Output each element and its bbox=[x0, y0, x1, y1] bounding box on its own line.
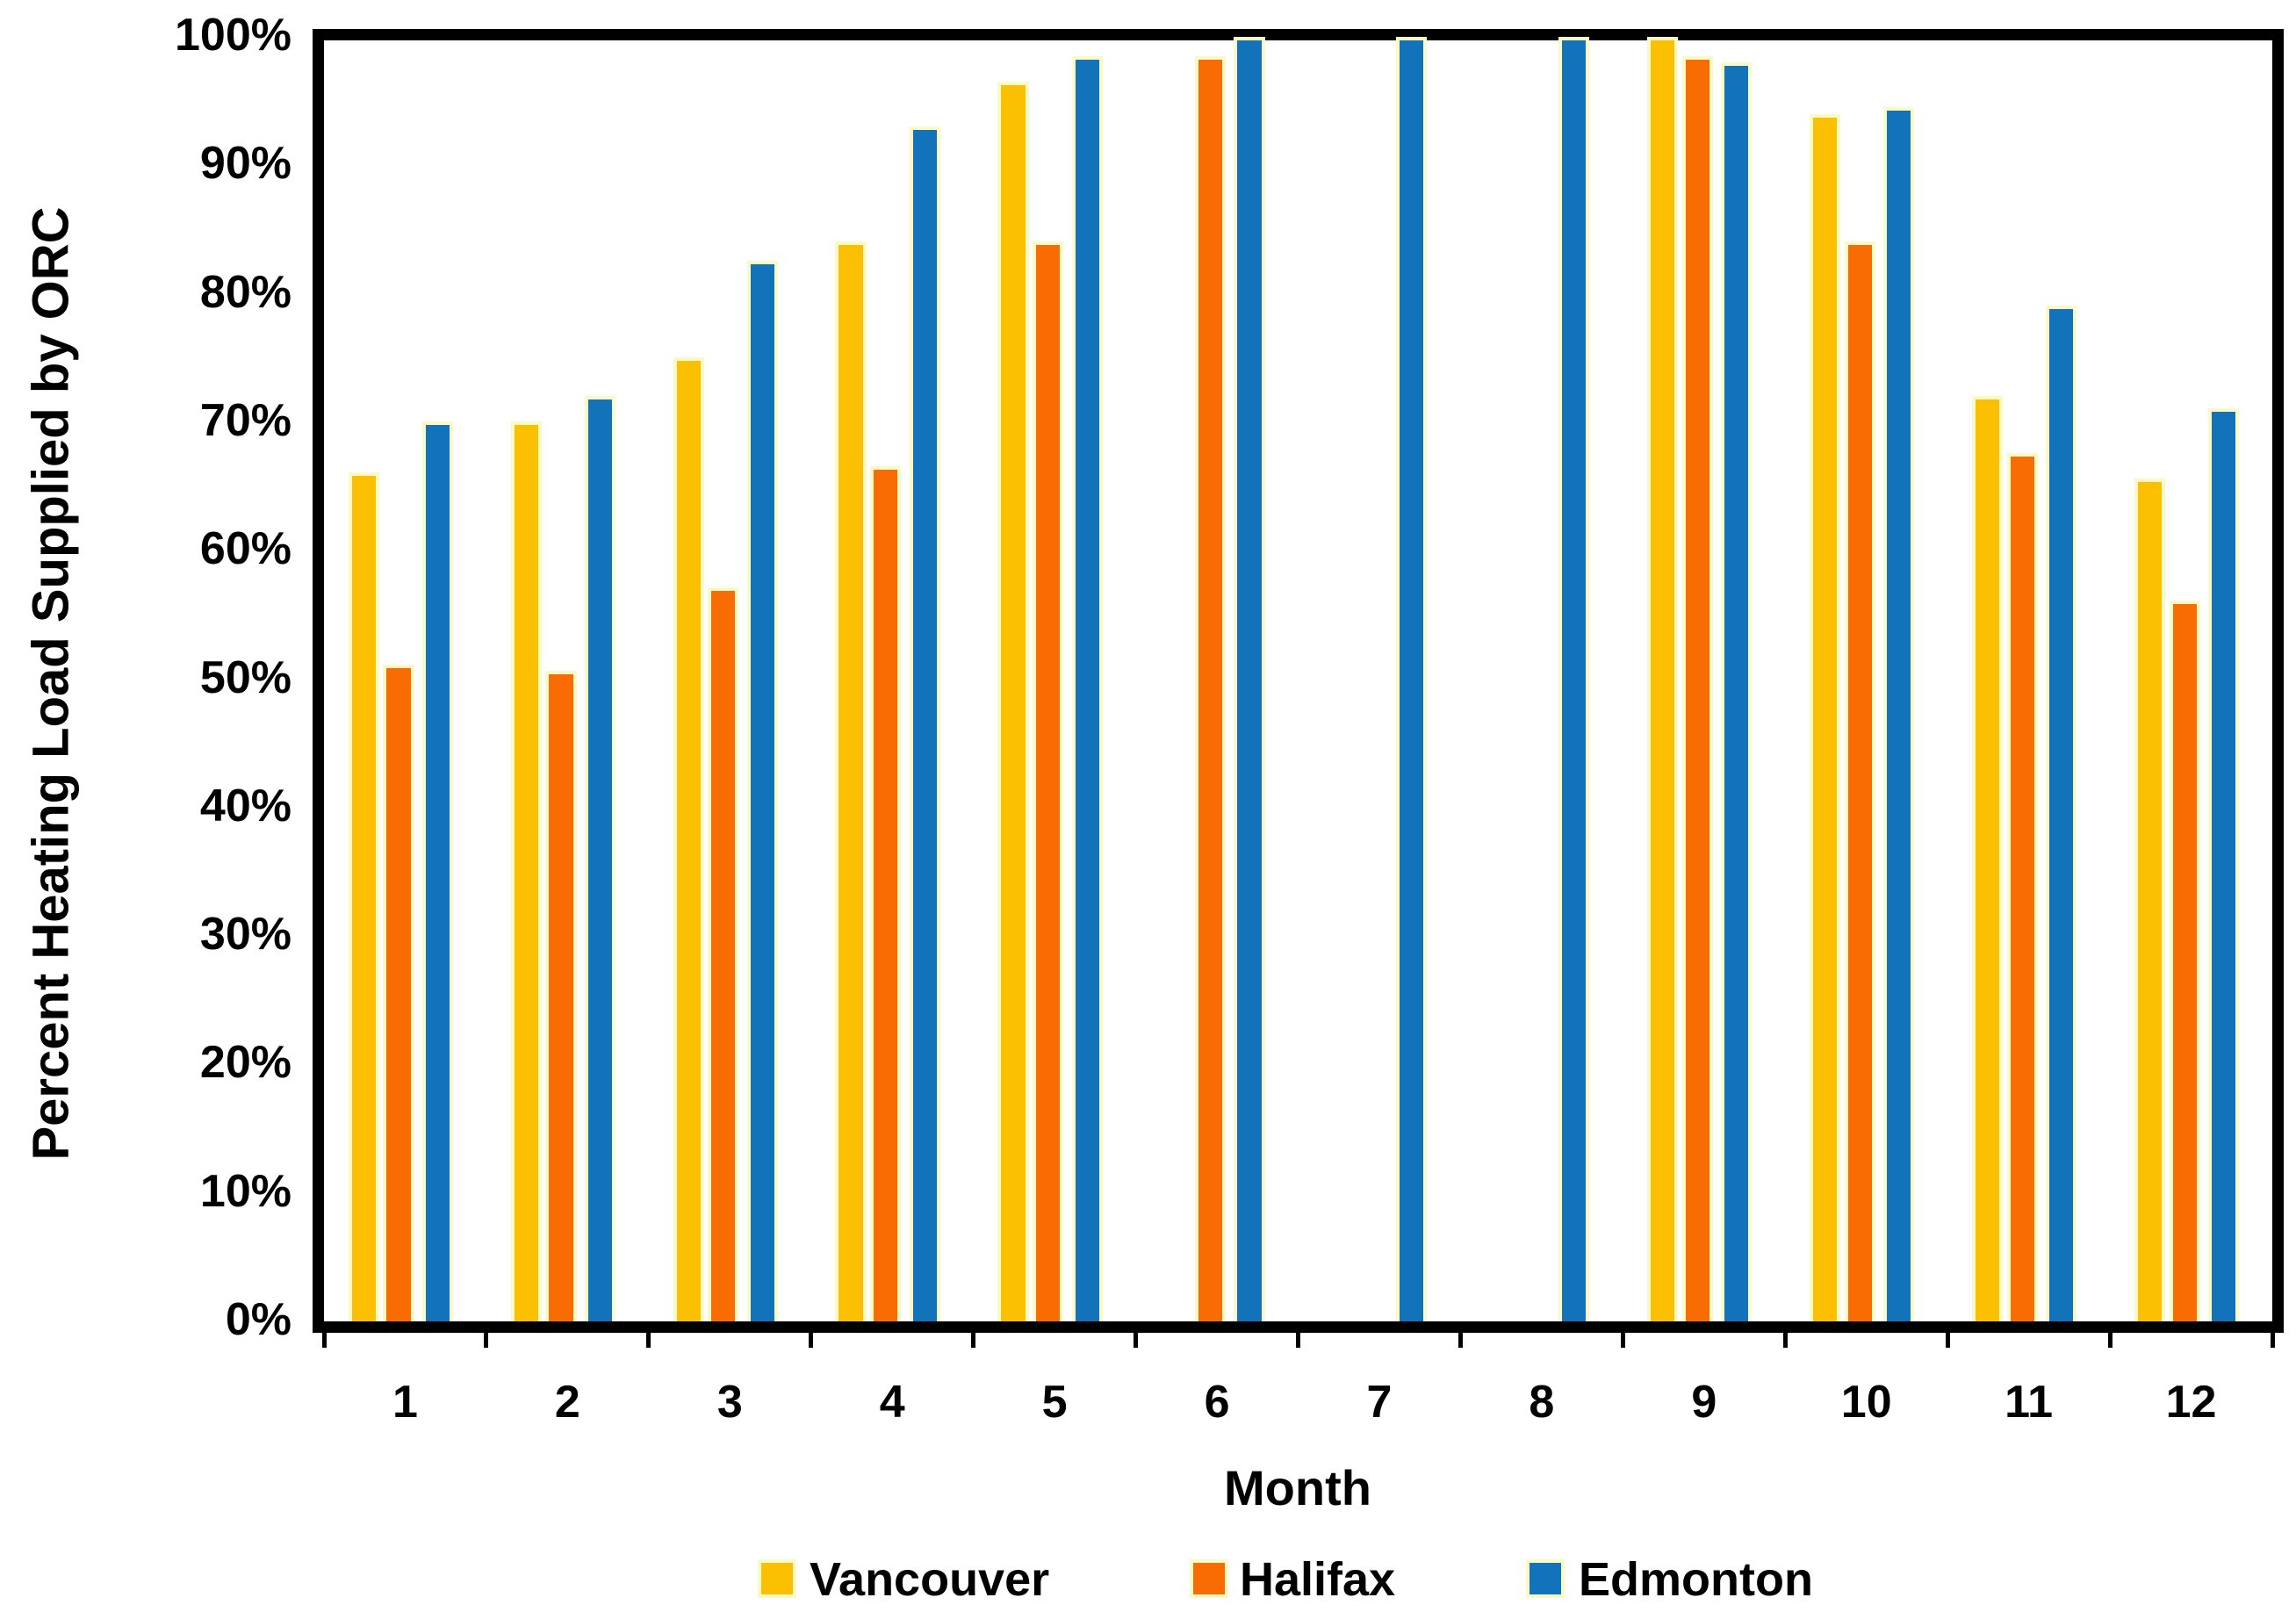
bar-vancouver-month-12 bbox=[2134, 479, 2165, 1321]
legend-swatch-vancouver bbox=[758, 1559, 796, 1598]
y-tick-label: 90% bbox=[199, 138, 291, 190]
bar-edmonton-month-6 bbox=[1234, 37, 1265, 1321]
bar-edmonton-month-3 bbox=[746, 261, 778, 1321]
bar-edmonton-month-8 bbox=[1558, 37, 1590, 1321]
bar-halifax-month-11 bbox=[2006, 453, 2038, 1321]
bar-edmonton-month-7 bbox=[1396, 37, 1428, 1321]
bar-halifax-month-4 bbox=[870, 465, 902, 1321]
bar-halifax-month-12 bbox=[2169, 600, 2200, 1321]
x-tick-label: 1 bbox=[392, 1377, 418, 1428]
bar-edmonton-month-11 bbox=[2046, 306, 2077, 1321]
x-axis-tick bbox=[1134, 1333, 1139, 1348]
x-axis-tick bbox=[484, 1333, 489, 1348]
bar-edmonton-month-2 bbox=[584, 395, 615, 1321]
bar-vancouver-month-3 bbox=[673, 356, 704, 1321]
plot-inner bbox=[324, 37, 2272, 1321]
bar-halifax-month-1 bbox=[383, 664, 414, 1321]
x-tick-label: 9 bbox=[1691, 1377, 1717, 1428]
legend-label-halifax: Halifax bbox=[1240, 1553, 1396, 1606]
bar-vancouver-month-9 bbox=[1647, 37, 1679, 1321]
x-axis-tick bbox=[646, 1333, 651, 1348]
x-tick-label: 12 bbox=[2165, 1377, 2217, 1428]
x-tick-label: 8 bbox=[1529, 1377, 1555, 1428]
x-axis-tick bbox=[1457, 1333, 1463, 1348]
x-axis-tick bbox=[1782, 1333, 1788, 1348]
bar-halifax-month-10 bbox=[1844, 241, 1875, 1321]
bar-vancouver-month-10 bbox=[1809, 113, 1841, 1321]
legend-swatch-edmonton bbox=[1526, 1559, 1565, 1598]
bar-edmonton-month-4 bbox=[909, 126, 940, 1321]
legend-swatch-halifax bbox=[1190, 1559, 1228, 1598]
x-tick-label: 4 bbox=[879, 1377, 905, 1428]
y-tick-label: 60% bbox=[199, 523, 291, 575]
bar-halifax-month-3 bbox=[708, 587, 739, 1321]
x-axis-tick bbox=[2107, 1333, 2112, 1348]
bar-edmonton-month-5 bbox=[1071, 55, 1103, 1321]
legend-label-vancouver: Vancouver bbox=[810, 1553, 1050, 1606]
y-tick-label: 50% bbox=[199, 651, 291, 703]
y-tick-label: 0% bbox=[225, 1294, 291, 1345]
x-axis-tick bbox=[1296, 1333, 1300, 1348]
bar-vancouver-month-11 bbox=[1971, 395, 2004, 1321]
bar-halifax-month-5 bbox=[1033, 241, 1064, 1321]
bar-edmonton-month-9 bbox=[1721, 62, 1753, 1321]
bar-edmonton-month-10 bbox=[1883, 107, 1915, 1321]
x-axis-tick bbox=[971, 1333, 976, 1348]
bar-halifax-month-9 bbox=[1681, 55, 1713, 1321]
y-tick-label: 20% bbox=[199, 1037, 291, 1089]
bar-vancouver-month-4 bbox=[835, 241, 867, 1321]
bar-vancouver-month-1 bbox=[348, 472, 379, 1321]
x-axis-tick bbox=[321, 1333, 327, 1348]
bar-edmonton-month-1 bbox=[421, 421, 453, 1321]
bar-halifax-month-6 bbox=[1195, 55, 1227, 1321]
x-tick-label: 10 bbox=[1840, 1377, 1892, 1428]
y-tick-label: 80% bbox=[199, 266, 291, 318]
x-axis-tick bbox=[1945, 1333, 1950, 1348]
x-tick-label: 3 bbox=[716, 1377, 743, 1428]
bar-vancouver-month-5 bbox=[997, 82, 1029, 1321]
x-tick-label: 11 bbox=[2005, 1377, 2054, 1428]
x-tick-label: 5 bbox=[1041, 1377, 1068, 1428]
bar-edmonton-month-12 bbox=[2207, 408, 2240, 1321]
y-tick-label: 100% bbox=[175, 10, 291, 61]
x-axis-tick bbox=[1620, 1333, 1625, 1348]
plot-area bbox=[313, 29, 2284, 1333]
y-tick-label: 10% bbox=[199, 1165, 291, 1217]
x-axis-title: Month bbox=[1224, 1460, 1371, 1515]
x-axis-tick bbox=[809, 1333, 814, 1348]
x-tick-label: 2 bbox=[554, 1377, 580, 1428]
y-tick-label: 30% bbox=[199, 909, 291, 961]
x-tick-label: 7 bbox=[1366, 1377, 1393, 1428]
bar-vancouver-month-2 bbox=[510, 421, 542, 1321]
x-axis-tick bbox=[2270, 1333, 2275, 1348]
bar-halifax-month-2 bbox=[545, 671, 577, 1321]
y-tick-label: 70% bbox=[199, 394, 291, 446]
y-tick-label: 40% bbox=[199, 780, 291, 831]
legend-label-edmonton: Edmonton bbox=[1579, 1553, 1813, 1606]
x-tick-label: 6 bbox=[1204, 1377, 1230, 1428]
